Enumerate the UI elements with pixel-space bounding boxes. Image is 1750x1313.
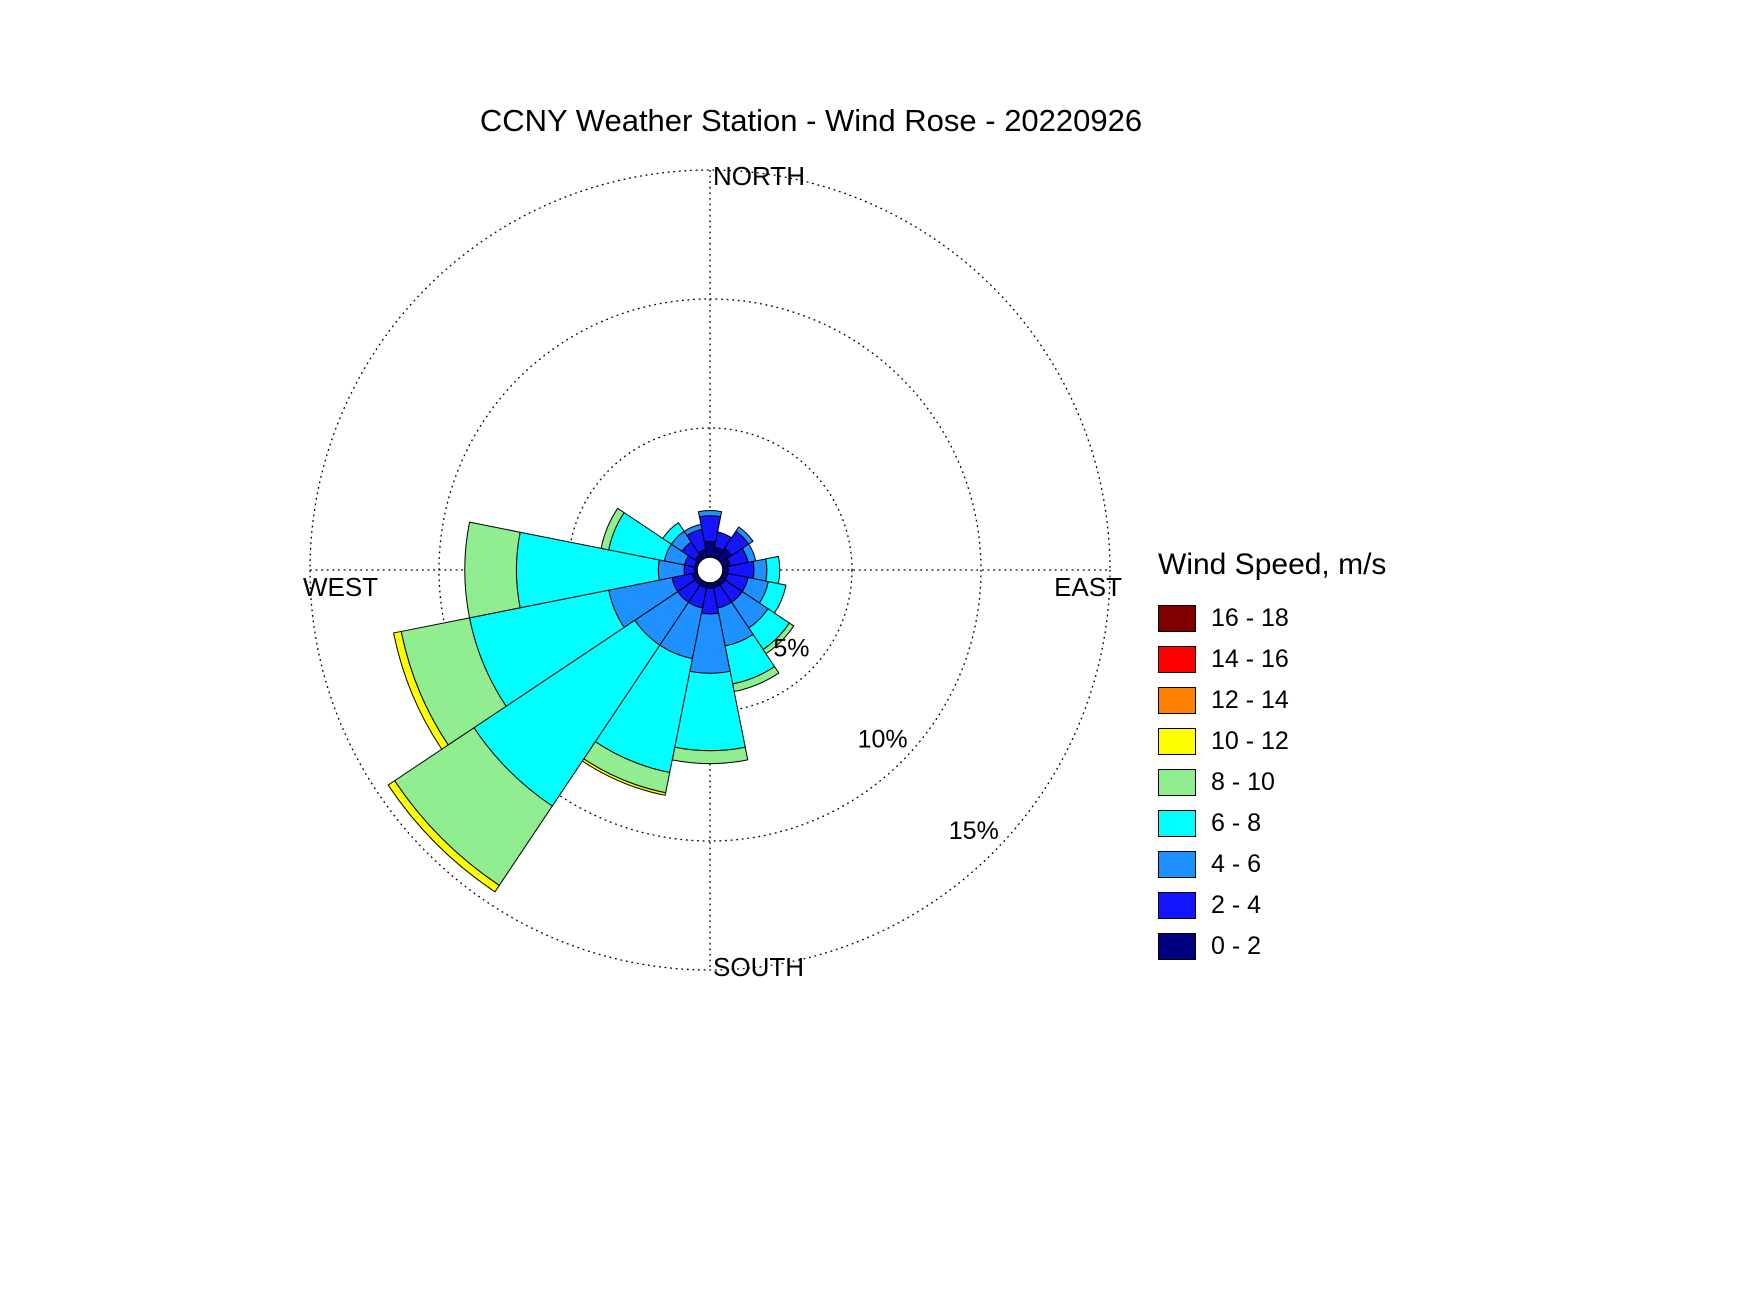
- ring-label-15: 15%: [949, 817, 999, 845]
- petal-e: [722, 555, 781, 585]
- ring-label-5: 5%: [773, 634, 809, 662]
- legend-item-6-8: 6 - 8: [1158, 803, 1386, 844]
- legend-item-label: 4 - 6: [1211, 850, 1262, 878]
- petal-nw: [662, 522, 704, 564]
- axis-label-west: WEST: [303, 572, 378, 602]
- legend-item-label: 16 - 18: [1211, 604, 1289, 632]
- petal-wnw: [600, 507, 700, 568]
- legend-swatch: [1158, 769, 1196, 796]
- petal-n: [697, 510, 723, 558]
- chart-title: CCNY Weather Station - Wind Rose - 20220…: [479, 103, 1143, 138]
- petal-s: [671, 582, 749, 765]
- compass-labels: NORTH SOUTH WEST EAST: [303, 161, 1122, 982]
- petal-wsw: [393, 572, 700, 750]
- grid-ring: [438, 298, 982, 842]
- petals: [387, 507, 795, 893]
- petal-wsw-segment: [393, 630, 449, 750]
- axis-label-south: SOUTH: [713, 952, 804, 982]
- petal-e-segment: [765, 555, 781, 585]
- legend-item-14-16: 14 - 16: [1158, 639, 1386, 680]
- axis-label-north: NORTH: [713, 161, 805, 191]
- legend-swatch: [1158, 810, 1196, 837]
- legend-item-label: 10 - 12: [1211, 727, 1289, 755]
- legend-swatch: [1158, 851, 1196, 878]
- legend-swatch: [1158, 605, 1196, 632]
- legend-swatch: [1158, 933, 1196, 960]
- legend-item-4-6: 4 - 6: [1158, 844, 1386, 885]
- petal-sw-segment: [387, 780, 500, 893]
- legend-swatch: [1158, 892, 1196, 919]
- petal-nnw-segment: [683, 523, 703, 537]
- petal-wnw-segment: [600, 507, 625, 551]
- legend-item-8-10: 8 - 10: [1158, 762, 1386, 803]
- legend-item-label: 2 - 4: [1211, 891, 1262, 919]
- legend-item-0-2: 0 - 2: [1158, 926, 1386, 967]
- grid-ring: [567, 427, 853, 713]
- legend-swatch: [1158, 646, 1196, 673]
- petal-ese: [720, 572, 787, 614]
- petal-nnw: [683, 523, 708, 560]
- legend-swatch: [1158, 728, 1196, 755]
- legend-item-label: 6 - 8: [1211, 809, 1262, 837]
- legend-item-10-12: 10 - 12: [1158, 721, 1386, 762]
- petal-ssw: [581, 580, 708, 796]
- petal-e-segment: [752, 558, 768, 582]
- legend-item-label: 12 - 14: [1211, 686, 1289, 714]
- polar-grid: [309, 169, 1111, 971]
- petal-sse: [712, 580, 780, 693]
- legend-item-label: 0 - 2: [1211, 932, 1262, 960]
- petal-n-segment: [697, 510, 723, 518]
- petal-w-segment: [464, 521, 521, 619]
- legend-item-12-14: 12 - 14: [1158, 680, 1386, 721]
- ring-label-10: 10%: [858, 726, 908, 754]
- legend-items: 16 - 18 14 - 16 12 - 14 10 - 12 8 - 10 6 - 8 4…: [1158, 598, 1386, 967]
- legend-item-2-4: 2 - 4: [1158, 885, 1386, 926]
- legend: Wind Speed, m/s 16 - 18 14 - 16 12 - 14 10 …: [1158, 548, 1386, 967]
- legend-item-label: 14 - 16: [1211, 645, 1289, 673]
- legend-swatch: [1158, 687, 1196, 714]
- legend-item-label: 8 - 10: [1211, 768, 1275, 796]
- legend-item-16-18: 16 - 18: [1158, 598, 1386, 639]
- petal-se: [716, 576, 795, 655]
- legend-title: Wind Speed, m/s: [1158, 548, 1387, 581]
- petal-w: [464, 521, 698, 619]
- axis-label-east: EAST: [1054, 572, 1122, 602]
- petal-sw: [387, 576, 704, 893]
- ring-labels: 5% 10% 15%: [773, 634, 998, 844]
